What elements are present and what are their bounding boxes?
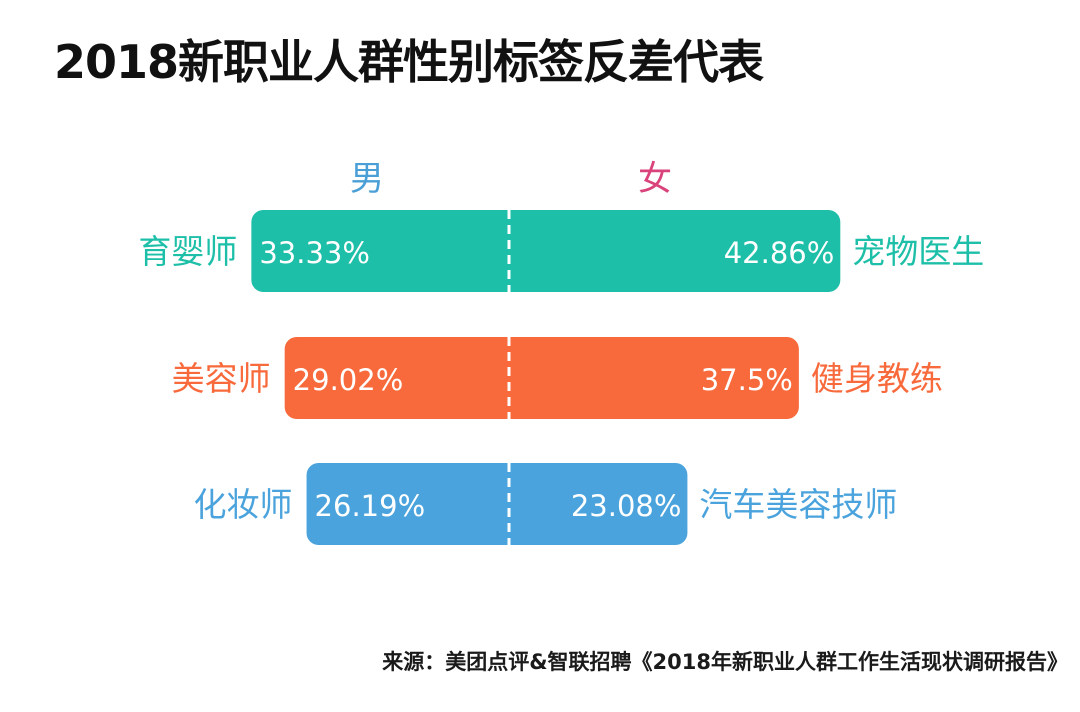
page-title: 2018新职业人群性别标签反差代表 bbox=[54, 35, 764, 89]
male-value-2: 29.02% bbox=[293, 363, 404, 397]
legend-male: 男 bbox=[350, 159, 384, 199]
male-job-label-1: 育婴师 bbox=[138, 232, 237, 271]
male-job-label-2: 美容师 bbox=[172, 359, 271, 398]
female-job-label-3: 汽车美容技师 bbox=[699, 485, 897, 524]
male-job-label-3: 化妆师 bbox=[194, 485, 293, 524]
bar-1 bbox=[251, 210, 841, 292]
female-value-1: 42.86% bbox=[724, 236, 835, 270]
male-value-1: 33.33% bbox=[259, 236, 370, 270]
female-job-label-2: 健身教练 bbox=[811, 359, 943, 398]
source-note: 来源：美团点评&智联招聘《2018年新职业人群工作生活现状调研报告》 bbox=[382, 650, 1068, 674]
female-job-label-1: 宠物医生 bbox=[852, 232, 984, 271]
bar-2 bbox=[284, 337, 799, 419]
female-value-3: 23.08% bbox=[571, 489, 682, 523]
legend-female: 女 bbox=[638, 159, 672, 199]
bar-3 bbox=[306, 463, 688, 545]
male-value-3: 26.19% bbox=[315, 489, 426, 523]
female-value-2: 37.5% bbox=[701, 363, 793, 397]
